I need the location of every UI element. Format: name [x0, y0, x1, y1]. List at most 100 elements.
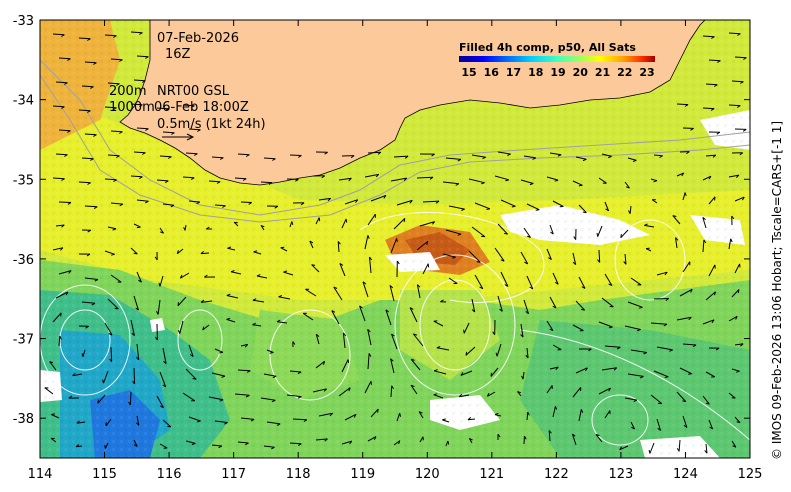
current-vector — [445, 157, 461, 160]
current-vector-head — [353, 414, 357, 418]
current-vector — [237, 153, 250, 156]
current-vector-head — [717, 60, 721, 63]
current-vector-head — [93, 134, 97, 137]
current-vector — [342, 332, 346, 349]
current-vector-head — [377, 409, 379, 413]
current-vector — [523, 299, 529, 314]
source-time-label: 06-Feb 18:00Z — [154, 100, 249, 115]
current-vector-head — [165, 108, 169, 111]
current-vector-head — [399, 413, 402, 417]
current-vector — [645, 248, 652, 252]
current-vector — [650, 178, 658, 182]
current-vector-head — [171, 132, 175, 135]
current-vector-head — [550, 231, 554, 235]
current-vector — [702, 395, 710, 405]
current-vector — [58, 336, 61, 347]
current-vector — [734, 343, 744, 346]
colorbar-ramp — [459, 56, 655, 62]
current-vector-head — [218, 445, 223, 449]
current-vector — [369, 257, 372, 274]
current-vector — [240, 417, 255, 420]
current-vector — [280, 247, 288, 252]
current-vector — [442, 181, 459, 185]
current-vector — [526, 275, 534, 290]
current-vector — [390, 177, 407, 182]
current-vector-head — [133, 252, 138, 255]
current-vector-head — [663, 323, 668, 327]
current-vector — [185, 440, 196, 444]
current-vector — [179, 320, 184, 334]
current-vector — [676, 316, 692, 321]
current-vector-head — [457, 233, 462, 236]
plot-frame — [39, 19, 751, 459]
current-vector-head — [705, 402, 710, 405]
current-vector — [728, 238, 732, 250]
current-vector — [52, 33, 65, 36]
current-vector-head — [704, 450, 708, 454]
current-vector — [572, 324, 584, 332]
current-vector — [468, 250, 481, 263]
current-vector-head — [200, 299, 205, 303]
current-vector-head — [226, 293, 231, 296]
current-vector-head — [713, 84, 718, 87]
current-vector — [107, 82, 120, 85]
current-vector — [162, 347, 167, 364]
current-vector — [630, 421, 636, 430]
current-vector-head — [730, 238, 733, 243]
current-vector-head — [242, 178, 247, 181]
current-vector-head — [461, 208, 465, 211]
current-vector — [679, 367, 692, 375]
colorbar-tick-label: 16 — [484, 66, 500, 79]
current-vector — [448, 277, 458, 284]
current-vector-head — [170, 204, 175, 208]
y-tick-label: -37 — [13, 333, 34, 348]
current-vector — [188, 344, 194, 357]
current-vector-head — [59, 335, 62, 340]
current-vector-head — [495, 352, 498, 357]
contour-200m-label: 200m — [109, 84, 146, 99]
current-vector — [471, 226, 486, 238]
current-vector — [110, 130, 123, 133]
current-vector-head — [703, 239, 707, 244]
x-tick-label: 120 — [415, 467, 440, 482]
current-vector — [575, 300, 586, 311]
current-vector-head — [447, 440, 450, 445]
current-vector-head — [557, 154, 562, 157]
current-vector-head — [664, 376, 669, 378]
current-vector — [72, 373, 83, 377]
current-vector-head — [620, 234, 622, 238]
current-vector-head — [503, 232, 508, 235]
current-vector-head — [138, 279, 142, 283]
current-vector-head — [739, 152, 743, 156]
current-vector-head — [632, 159, 637, 162]
current-vector — [52, 105, 65, 108]
current-vector — [341, 359, 349, 373]
x-tick-label: 118 — [286, 467, 311, 482]
current-vector — [266, 421, 281, 425]
vector-scale-label: 0.5m/s (1kt 24h) — [157, 117, 266, 132]
current-vector-head — [116, 83, 120, 86]
current-vector-head — [596, 232, 599, 237]
current-vector-head — [436, 345, 441, 349]
current-vector-head — [554, 406, 558, 410]
current-vector-head — [616, 346, 621, 350]
current-vector-head — [554, 281, 559, 285]
current-vector-head — [711, 36, 715, 39]
current-vector-head — [672, 215, 677, 217]
current-vector — [552, 406, 556, 418]
current-vector — [416, 284, 421, 299]
current-vector-head — [549, 328, 554, 332]
current-vector-head — [411, 358, 415, 361]
current-vector — [604, 410, 611, 419]
current-vector-head — [457, 158, 462, 162]
current-vector-head — [113, 107, 117, 110]
current-vector — [471, 298, 476, 313]
current-vector — [598, 321, 613, 328]
current-vector — [344, 413, 357, 421]
current-vector — [433, 320, 444, 327]
current-vector-head — [87, 110, 91, 113]
current-vector — [133, 223, 141, 228]
current-vector-head — [633, 399, 638, 403]
current-vector — [598, 249, 601, 263]
current-vector-head — [104, 444, 106, 449]
